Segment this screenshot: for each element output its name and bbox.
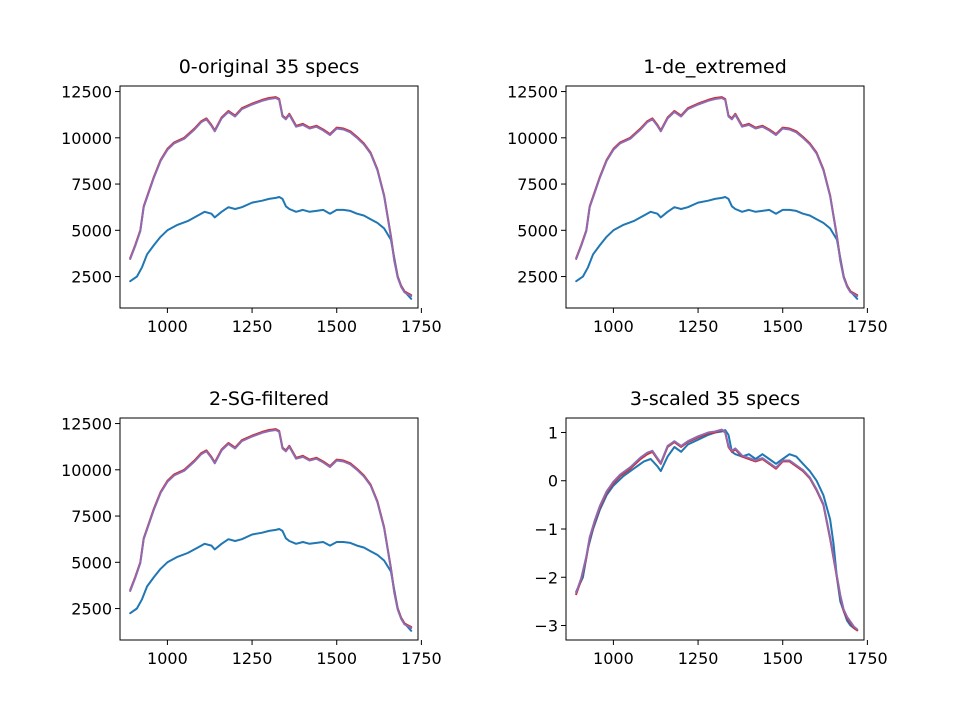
- panel-3: 3-scaled 35 specs 1000 1250 1500 1750 −3−2−…: [534, 388, 887, 668]
- panel-0-y-tick-label: 2500: [71, 268, 112, 287]
- panel-3-series-line-2: [575, 428, 859, 631]
- panel-0-series-line-2: [129, 97, 413, 297]
- panel-1-axes-frame: [565, 85, 865, 309]
- panel-0-series: [129, 96, 413, 300]
- panel-1-y-tick-label: 5000: [517, 221, 558, 240]
- panel-3-x-tick-label: 1250: [678, 649, 719, 668]
- panel-2-axes-frame: [119, 417, 419, 641]
- panel-2-y-tick-label: 10000: [61, 461, 112, 480]
- panel-0-x-ticks: 1000 1250 1500 1750: [147, 308, 442, 336]
- panel-1-title: 1-de_extremed: [643, 56, 787, 78]
- panel-1-series-line-0: [575, 196, 859, 300]
- panel-3-y-tick-label: 1: [548, 423, 558, 442]
- panel-3-x-tick-label: 1000: [593, 649, 634, 668]
- panel-1-x-tick-label: 1250: [678, 317, 719, 336]
- panel-0: 0-original 35 specs 1000 1250 1500 1750 250…: [61, 56, 442, 336]
- panel-2-x-tick-label: 1000: [147, 649, 188, 668]
- panel-1-x-tick-label: 1500: [762, 317, 803, 336]
- panel-2-x-tick-label: 1750: [401, 649, 442, 668]
- panel-2-x-tick-label: 1500: [316, 649, 357, 668]
- panel-1-y-tick-label: 10000: [507, 129, 558, 148]
- panel-1-x-tick-label: 1000: [593, 317, 634, 336]
- panel-1-series: [575, 96, 859, 300]
- panel-1-y-tick-label: 12500: [507, 83, 558, 102]
- panel-2: 2-SG-filtered 1000 1250 1500 1750 2500 5000 7…: [61, 388, 442, 668]
- panel-1-y-ticks: 2500 5000 7500 10000 12500: [507, 83, 566, 287]
- panel-3-y-tick-label: −2: [534, 568, 558, 587]
- panel-3-y-tick-label: −3: [534, 617, 558, 636]
- panel-1-x-ticks: 1000 1250 1500 1750: [593, 308, 888, 336]
- panel-3-x-tick-label: 1500: [762, 649, 803, 668]
- panel-3-y-ticks: −3 −2 −1 0 1: [534, 423, 566, 636]
- panel-2-y-ticks: 2500 5000 7500 10000 12500: [61, 415, 120, 619]
- panel-0-series-line-0: [129, 196, 413, 300]
- panel-3-x-tick-label: 1750: [847, 649, 888, 668]
- panel-1-y-tick-label: 2500: [517, 268, 558, 287]
- panel-0-axes-frame: [119, 85, 419, 309]
- panel-2-title: 2-SG-filtered: [209, 388, 329, 410]
- panel-0-y-tick-label: 10000: [61, 129, 112, 148]
- panel-2-series-line-0: [129, 528, 413, 632]
- panel-3-series: [575, 428, 859, 632]
- panel-0-y-tick-label: 7500: [71, 175, 112, 194]
- panel-0-x-tick-label: 1750: [401, 317, 442, 336]
- panel-2-y-tick-label: 5000: [71, 553, 112, 572]
- panel-2-x-ticks: 1000 1250 1500 1750: [147, 640, 442, 668]
- panel-2-series-line-2: [129, 429, 413, 629]
- panel-2-y-tick-label: 12500: [61, 415, 112, 434]
- panel-3-y-tick-label: −1: [534, 520, 558, 539]
- panel-1-y-tick-label: 7500: [517, 175, 558, 194]
- panel-0-y-tick-label: 12500: [61, 83, 112, 102]
- panel-1: 1-de_extremed 1000 1250 1500 1750 2500 5000 7…: [507, 56, 888, 336]
- panel-2-x-tick-label: 1250: [232, 649, 273, 668]
- panel-0-x-tick-label: 1250: [232, 317, 273, 336]
- panel-2-y-tick-label: 2500: [71, 600, 112, 619]
- panel-0-y-ticks: 2500 5000 7500 10000 12500: [61, 83, 120, 287]
- panel-3-x-ticks: 1000 1250 1500 1750: [593, 640, 888, 668]
- panel-0-y-tick-label: 5000: [71, 221, 112, 240]
- panel-3-y-tick-label: 0: [548, 472, 558, 491]
- panel-3-axes-frame: [565, 417, 865, 641]
- panel-0-title: 0-original 35 specs: [179, 56, 360, 78]
- panel-1-x-tick-label: 1750: [847, 317, 888, 336]
- panel-0-x-tick-label: 1000: [147, 317, 188, 336]
- panel-0-x-tick-label: 1500: [316, 317, 357, 336]
- panel-1-series-line-2: [575, 97, 859, 297]
- panel-3-title: 3-scaled 35 specs: [630, 388, 800, 410]
- panel-2-y-tick-label: 7500: [71, 507, 112, 526]
- panel-2-series: [129, 428, 413, 632]
